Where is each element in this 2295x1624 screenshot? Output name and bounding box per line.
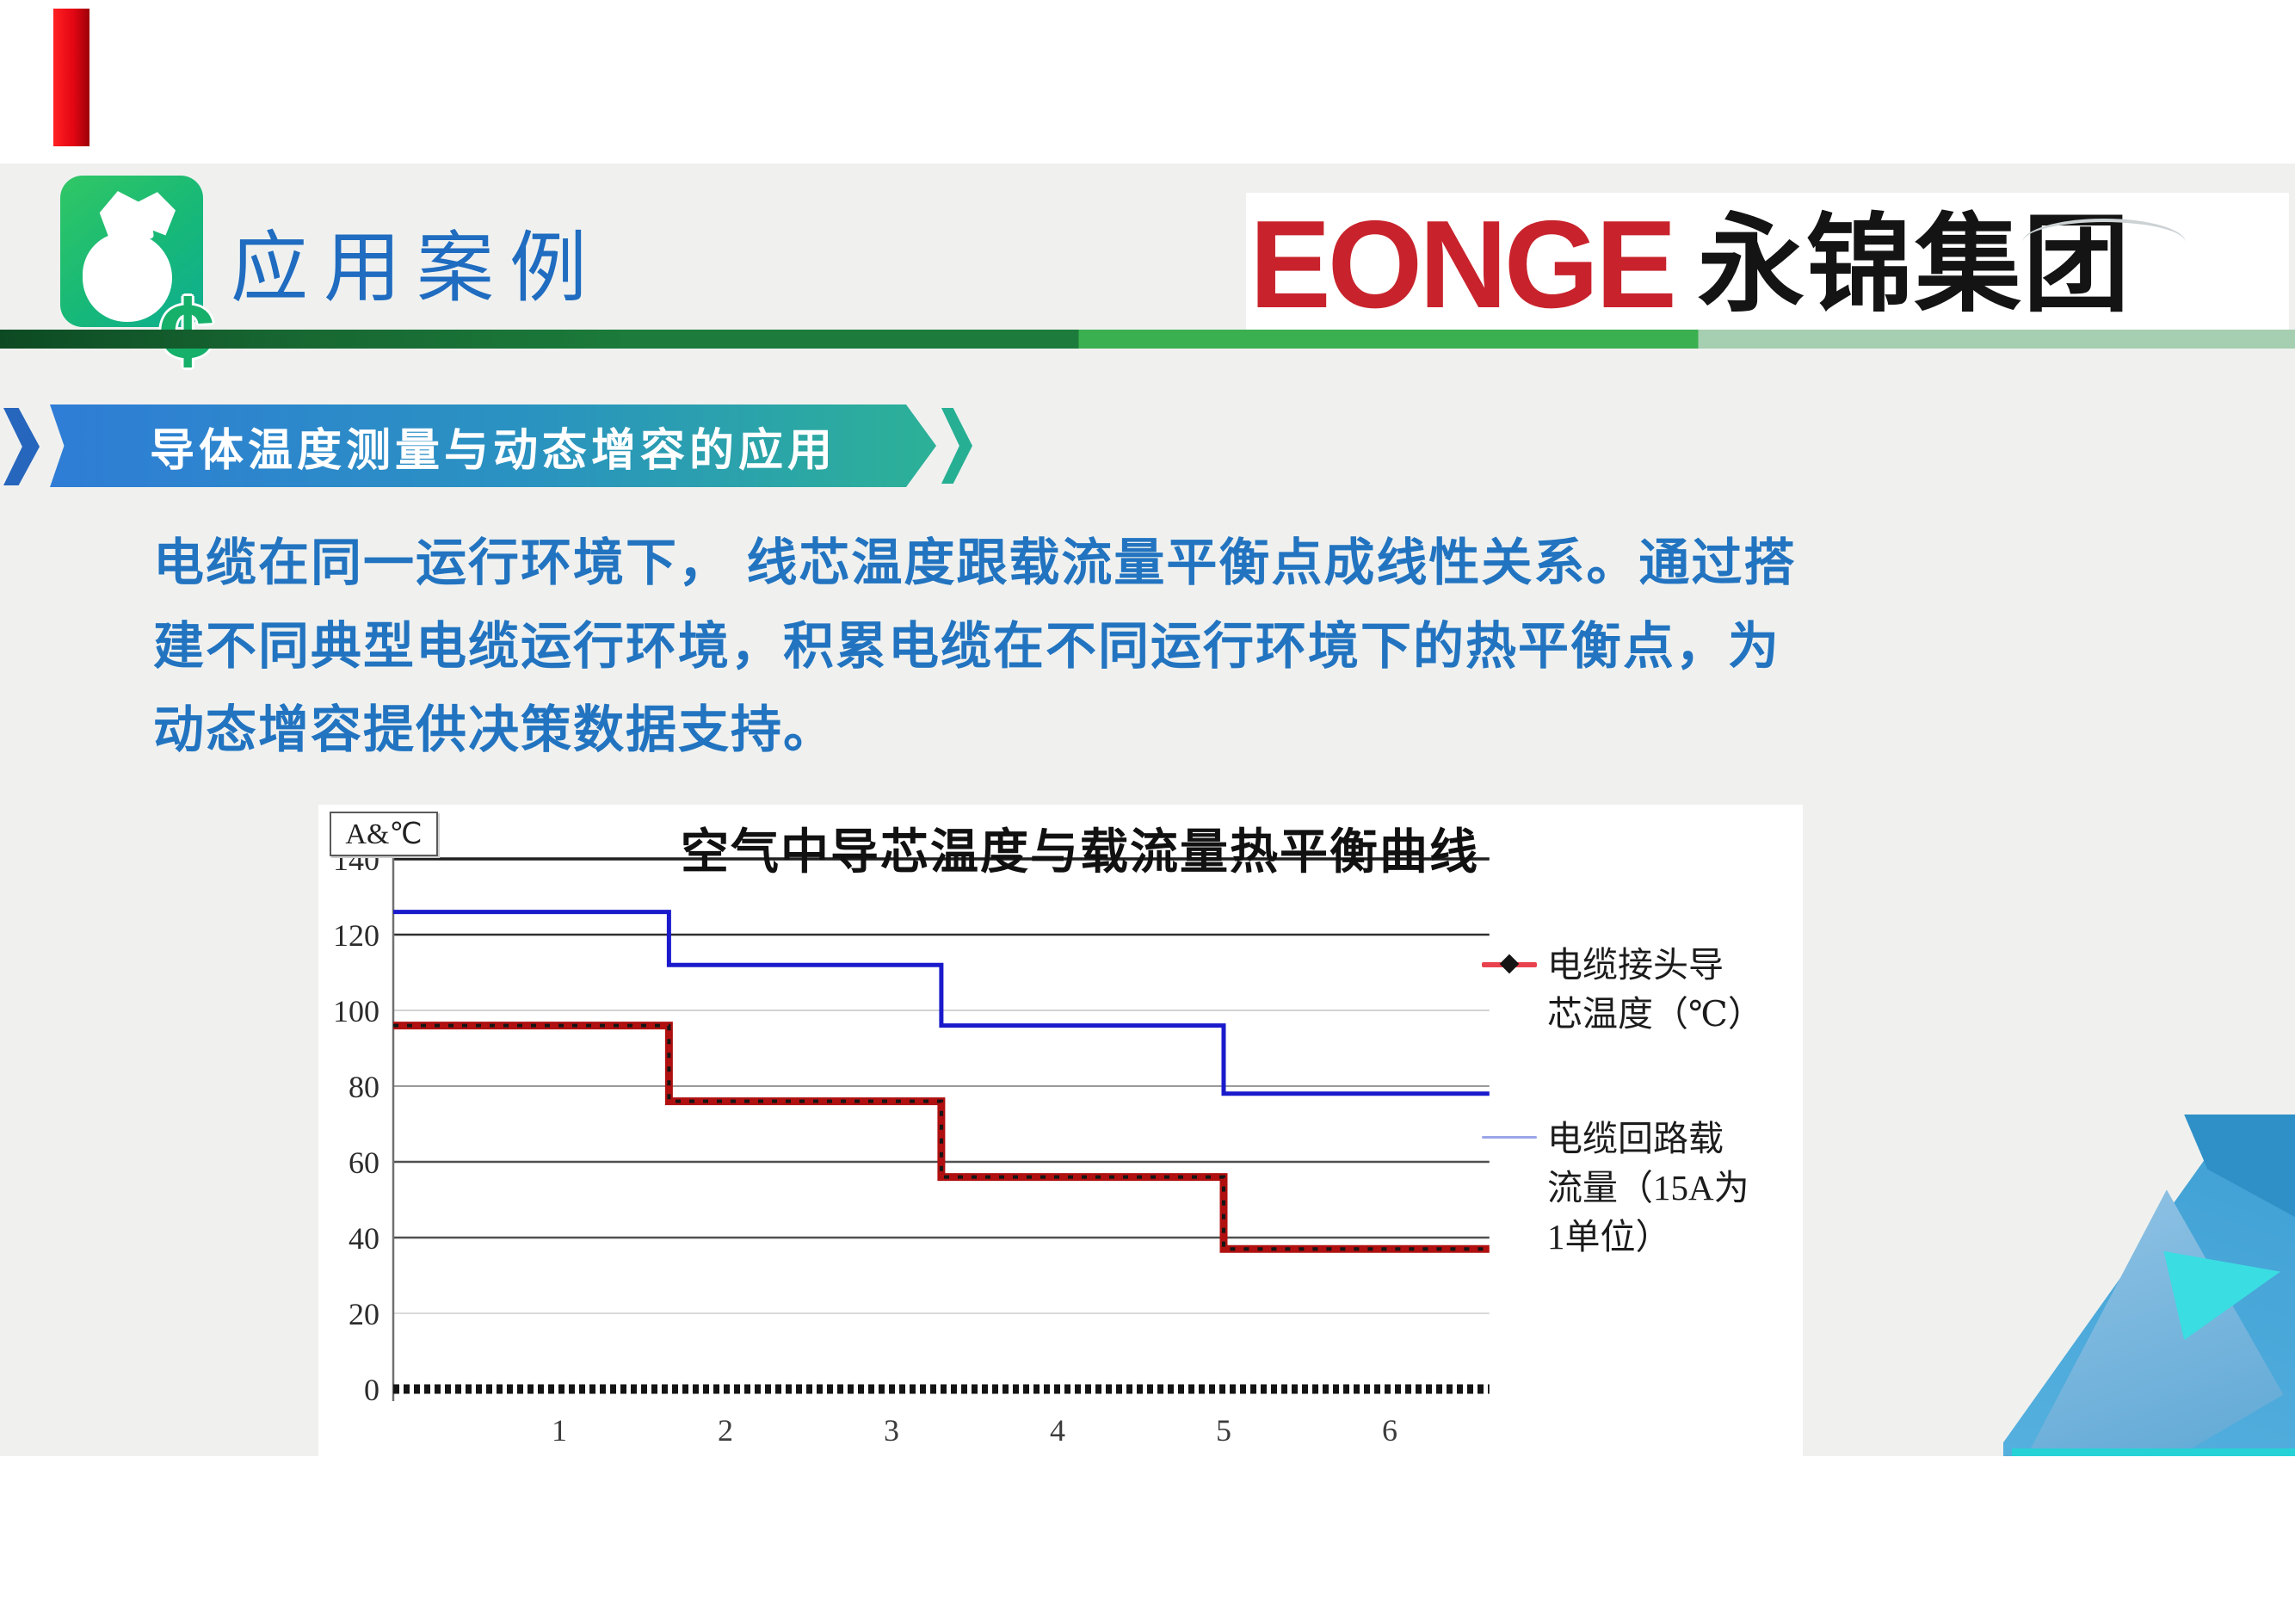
cyan-bottom-strip <box>2012 1448 2295 1456</box>
page-title: 应用案例 <box>231 226 602 312</box>
svg-text:100: 100 <box>333 994 379 1028</box>
svg-text:0: 0 <box>364 1373 379 1407</box>
svg-text:1: 1 <box>552 1413 567 1448</box>
section-banner-label: 导体温度测量与动态增容的应用 <box>149 425 836 476</box>
paragraph-line: 动态增容提供决策数据支持。 <box>153 701 836 758</box>
svg-text:20: 20 <box>349 1297 379 1331</box>
green-divider-bar <box>0 330 2295 349</box>
body-paragraph: 电缆在同一运行环境下， 线芯温度跟载流量平衡点成线性关系。通过搭 建不同典型电缆… <box>153 522 2132 772</box>
chart-unit-label: A&℃ <box>330 812 438 856</box>
money-bag-icon: ¢ <box>60 176 215 382</box>
svg-text:2: 2 <box>718 1413 733 1448</box>
logo-swoosh-decoration <box>2022 219 2186 267</box>
svg-text:5: 5 <box>1216 1413 1231 1448</box>
svg-text:120: 120 <box>333 918 379 953</box>
red-bookmark-bar <box>53 9 89 146</box>
chart-panel: 0 20 40 60 80 100 120 140 1 2 3 4 5 6 A&℃ 空气中导芯温度与载流量… <box>318 805 1803 1463</box>
chart-title: 空气中导芯温度与载流量热平衡曲线 <box>681 826 1479 880</box>
svg-text:60: 60 <box>349 1145 379 1180</box>
paragraph-line: 建不同典型电缆运行环境，积累电缆在不同运行环境下的热平衡点，为 <box>153 618 1781 675</box>
money-bag-body <box>83 232 172 322</box>
company-logo: EONGE 永锦集团 <box>1246 193 2289 337</box>
svg-text:4: 4 <box>1050 1413 1065 1448</box>
svg-text:40: 40 <box>349 1221 379 1256</box>
svg-text:80: 80 <box>349 1070 379 1104</box>
paragraph-line: 电缆在同一运行环境下， 线芯温度跟载流量平衡点成线性关系。通过搭 <box>153 534 1797 591</box>
corner-triangles-decoration <box>2003 1115 2295 1456</box>
section-banner: 导体温度测量与动态增容的应用 <box>50 404 936 487</box>
svg-text:6: 6 <box>1382 1413 1397 1448</box>
svg-text:3: 3 <box>884 1413 899 1448</box>
logo-wordmark-en: EONGE <box>1249 195 1677 335</box>
